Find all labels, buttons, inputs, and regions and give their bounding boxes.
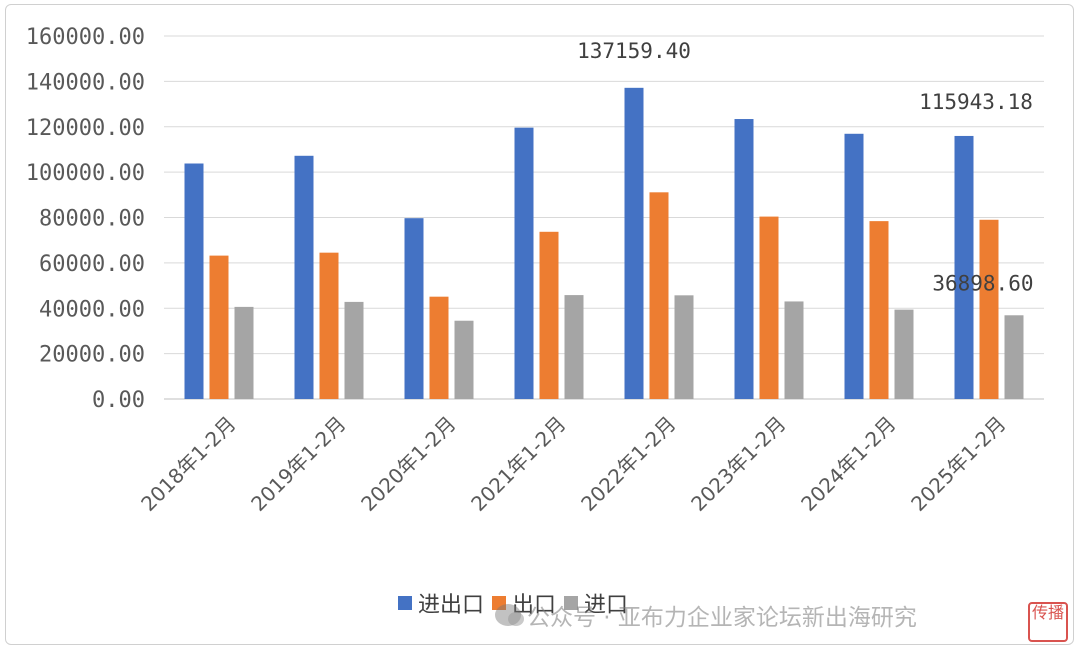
bar-import-7 [1004, 315, 1024, 399]
legend-swatch [398, 596, 412, 610]
bar-total-2 [404, 218, 424, 399]
watermark: 公众号 · 亚布力企业家论坛新出海研究 [495, 597, 917, 633]
x-tick-label: 2018年1-2月 [136, 412, 240, 516]
y-tick-label: 40000.00 [39, 297, 145, 322]
bar-total-7 [954, 135, 974, 399]
bars [184, 87, 1024, 399]
bar-import-5 [784, 301, 804, 399]
seal-text: 传播 [1031, 603, 1064, 622]
bar-chart: 0.00 20000.00 40000.00 60000.00 80000.00 1000… [26, 25, 1044, 516]
y-axis-ticks: 0.00 20000.00 40000.00 60000.00 80000.00 1000… [26, 25, 145, 413]
x-tick-label: 2022年1-2月 [576, 412, 680, 516]
bar-total-3 [514, 127, 534, 399]
seal-stamp: 传播 [1028, 602, 1068, 642]
legend-swatch [564, 596, 579, 610]
x-tick-label: 2025年1-2月 [906, 412, 1010, 516]
bar-export-7 [979, 219, 999, 399]
bar-import-0 [234, 306, 254, 399]
legend: 进出口 出口 进口 [398, 588, 628, 618]
bar-import-2 [454, 320, 474, 399]
bar-import-3 [564, 295, 584, 399]
y-tick-label: 60000.00 [39, 252, 145, 277]
x-tick-label: 2021年1-2月 [466, 412, 570, 516]
y-tick-label: 160000.00 [26, 25, 145, 50]
y-tick-label: 120000.00 [26, 116, 145, 141]
watermark-text: 公众号 · 亚布力企业家论坛新出海研究 [527, 605, 917, 631]
legend-item: 进出口 [398, 587, 484, 619]
legend-swatch [492, 596, 507, 610]
x-tick-label: 2024年1-2月 [796, 412, 900, 516]
bar-export-6 [869, 221, 889, 399]
bar-export-1 [319, 252, 339, 399]
legend-item: 进口 [564, 587, 628, 619]
data-label: 137159.40 [577, 39, 691, 63]
bar-total-0 [184, 163, 204, 399]
bar-total-4 [624, 87, 644, 399]
bar-import-1 [344, 301, 364, 399]
data-label: 36898.60 [932, 271, 1033, 295]
data-label: 115943.18 [919, 90, 1033, 114]
y-tick-label: 140000.00 [26, 70, 145, 95]
y-tick-label: 0.00 [92, 388, 145, 413]
bar-export-5 [759, 216, 779, 399]
bar-total-5 [734, 119, 754, 399]
bar-export-3 [539, 231, 559, 399]
bar-export-4 [649, 192, 669, 399]
wechat-icon [495, 604, 524, 626]
bar-import-6 [894, 309, 914, 399]
legend-label: 进口 [584, 593, 629, 618]
y-tick-label: 80000.00 [39, 207, 145, 232]
x-tick-label: 2020年1-2月 [356, 412, 460, 516]
bar-total-1 [294, 155, 314, 399]
x-axis-ticks: 2018年1-2月 2019年1-2月 2020年1-2月 2021年1-2月 2022… [136, 412, 1010, 516]
legend-label: 进出口 [418, 593, 485, 618]
y-tick-label: 20000.00 [39, 343, 145, 368]
bar-total-6 [844, 133, 864, 399]
bar-export-2 [429, 296, 449, 399]
x-tick-label: 2019年1-2月 [246, 412, 350, 516]
chart-frame: 0.00 20000.00 40000.00 60000.00 80000.00 1000… [5, 4, 1074, 645]
x-tick-label: 2023年1-2月 [686, 412, 790, 516]
bar-export-0 [209, 255, 229, 399]
y-tick-label: 100000.00 [26, 161, 145, 186]
data-labels: 137159.40 115943.18 36898.60 [577, 39, 1033, 295]
bar-import-4 [674, 295, 694, 399]
